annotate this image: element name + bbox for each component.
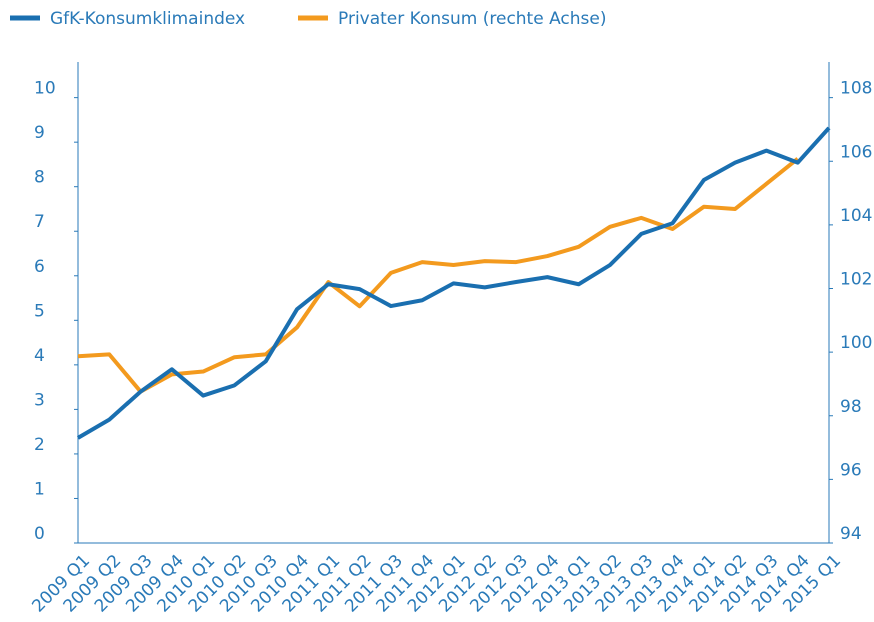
y2-tick-label: 108	[840, 79, 872, 99]
y-tick-label: 3	[34, 390, 45, 410]
y-tick-label: 1	[34, 479, 45, 499]
series-line	[76, 126, 831, 440]
series-line	[77, 157, 799, 394]
y2-tick-label: 104	[840, 206, 872, 226]
y-tick-label: 10	[34, 79, 56, 99]
y-tick-label: 5	[34, 301, 45, 321]
y-tick-label: 2	[34, 435, 45, 455]
y2-tick-label: 96	[840, 460, 862, 480]
y-tick-label: 7	[34, 212, 45, 232]
y2-tick-label: 106	[840, 142, 872, 162]
y2-tick-label: 102	[840, 270, 872, 290]
legend-label: GfK-Konsumklimaindex	[50, 9, 245, 29]
legend-label: Privater Konsum (rechte Achse)	[338, 9, 607, 29]
y2-tick-label: 94	[840, 524, 862, 544]
y-tick-label: 6	[34, 257, 45, 277]
y2-tick-label: 100	[840, 333, 872, 353]
y-tick-label: 4	[34, 346, 45, 366]
y-tick-label: 9	[34, 123, 45, 143]
y-tick-label: 8	[34, 168, 45, 188]
y-tick-label: 0	[34, 524, 45, 544]
y2-tick-label: 98	[840, 397, 862, 417]
